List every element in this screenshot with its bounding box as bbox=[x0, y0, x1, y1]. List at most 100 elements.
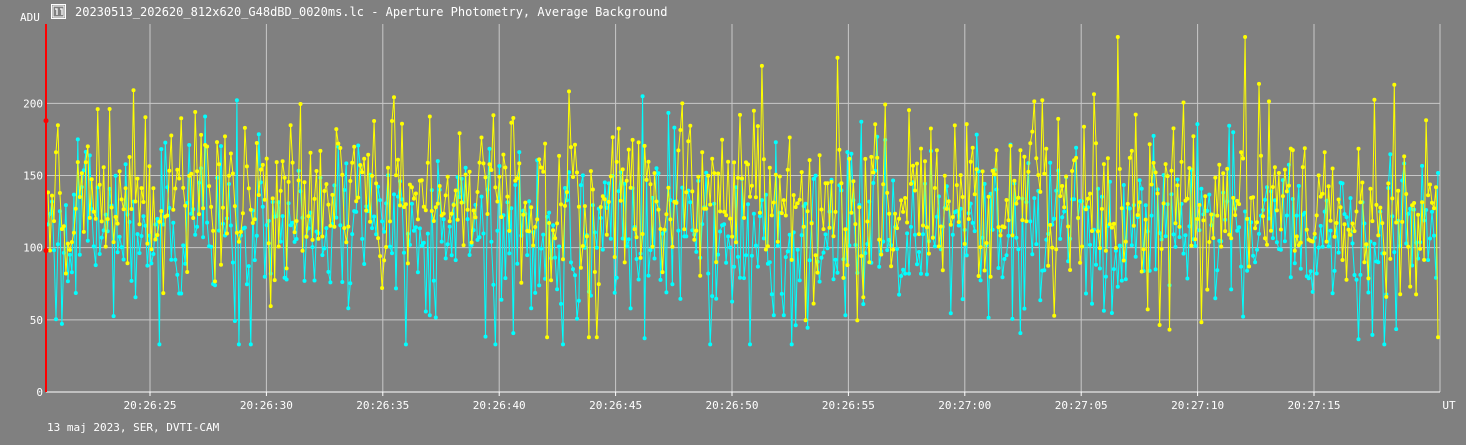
series-point bbox=[332, 224, 337, 229]
series-point bbox=[1434, 185, 1438, 190]
series-point bbox=[1052, 216, 1057, 221]
series-point bbox=[1119, 278, 1124, 283]
series-point bbox=[767, 260, 772, 265]
series-point bbox=[258, 167, 263, 172]
series-point bbox=[1290, 148, 1295, 153]
series-point bbox=[913, 232, 917, 237]
series-point bbox=[722, 222, 727, 227]
x-tick-label: 20:26:25 bbox=[124, 399, 177, 412]
series-point bbox=[515, 176, 520, 181]
series-point bbox=[145, 241, 150, 246]
series-point bbox=[926, 251, 931, 256]
series-point bbox=[690, 189, 695, 194]
series-point bbox=[930, 235, 935, 240]
series-point bbox=[680, 101, 685, 106]
series-point bbox=[459, 176, 464, 181]
lightcurve-app-icon[interactable] bbox=[51, 4, 66, 19]
series-point bbox=[1292, 248, 1297, 253]
series-point bbox=[213, 283, 217, 288]
series-point bbox=[1101, 308, 1106, 313]
series-point bbox=[179, 116, 184, 121]
series-point bbox=[805, 325, 810, 330]
series-point bbox=[113, 173, 118, 178]
series-point bbox=[1056, 116, 1061, 121]
series-point bbox=[527, 229, 532, 234]
series-point bbox=[429, 209, 434, 213]
series-point bbox=[688, 200, 693, 205]
series-point bbox=[1131, 223, 1136, 228]
series-point bbox=[998, 233, 1003, 238]
series-point bbox=[1002, 257, 1007, 261]
series-point bbox=[435, 201, 440, 206]
series-point bbox=[477, 160, 482, 165]
series-point bbox=[292, 239, 297, 244]
series-point bbox=[499, 215, 504, 219]
series-point bbox=[1263, 236, 1267, 241]
series-point bbox=[398, 203, 402, 208]
series-point bbox=[1036, 173, 1041, 177]
series-point bbox=[445, 174, 450, 179]
series-point bbox=[807, 258, 812, 263]
series-point bbox=[1213, 175, 1218, 180]
series-point bbox=[65, 241, 70, 246]
series-point bbox=[676, 148, 681, 153]
series-point bbox=[614, 275, 619, 280]
series-point bbox=[863, 156, 868, 161]
series-point bbox=[761, 236, 766, 241]
series-point bbox=[264, 156, 269, 161]
series-point bbox=[891, 247, 896, 252]
x-tick-label: 20:26:30 bbox=[240, 399, 293, 412]
series-point bbox=[968, 159, 973, 164]
series-point bbox=[157, 342, 162, 347]
series-point bbox=[469, 240, 474, 245]
series-point bbox=[455, 217, 460, 222]
series-point bbox=[1253, 260, 1258, 265]
series-point bbox=[1274, 240, 1279, 245]
series-point bbox=[183, 261, 188, 266]
series-point bbox=[706, 173, 711, 178]
series-point bbox=[485, 212, 490, 216]
series-point bbox=[1050, 245, 1055, 250]
series-point bbox=[582, 204, 587, 209]
series-point bbox=[105, 217, 110, 222]
series-point bbox=[1350, 241, 1355, 246]
series-point bbox=[642, 336, 647, 341]
series-point bbox=[652, 171, 657, 176]
series-point bbox=[473, 215, 478, 220]
series-point bbox=[282, 175, 287, 180]
series-point bbox=[1382, 251, 1387, 256]
series-point bbox=[944, 206, 949, 211]
series-point bbox=[664, 290, 669, 295]
series-point bbox=[209, 204, 214, 209]
series-point bbox=[859, 119, 864, 124]
series-point bbox=[789, 342, 794, 347]
series-point bbox=[475, 190, 480, 194]
series-point bbox=[799, 170, 804, 175]
series-point bbox=[861, 302, 866, 307]
series-point bbox=[889, 264, 894, 269]
x-tick-label: 20:27:10 bbox=[1171, 399, 1224, 412]
series-point bbox=[787, 232, 792, 237]
series-point bbox=[580, 173, 585, 178]
series-point bbox=[1135, 213, 1140, 217]
series-point bbox=[181, 243, 186, 248]
series-point bbox=[656, 207, 661, 212]
series-point bbox=[827, 225, 832, 230]
series-point bbox=[1414, 292, 1419, 297]
series-point bbox=[1105, 156, 1110, 161]
series-point bbox=[380, 286, 385, 290]
series-point bbox=[141, 200, 146, 204]
series-point bbox=[746, 202, 750, 207]
series-point bbox=[650, 244, 655, 249]
series-point bbox=[246, 186, 251, 191]
series-point bbox=[52, 248, 56, 253]
series-point bbox=[141, 214, 146, 219]
series-point bbox=[569, 145, 573, 150]
series-point bbox=[1362, 260, 1367, 265]
series-point bbox=[425, 160, 430, 165]
series-point bbox=[533, 225, 538, 229]
series-point bbox=[1330, 291, 1335, 296]
series-point bbox=[268, 304, 273, 309]
series-point bbox=[151, 252, 156, 256]
